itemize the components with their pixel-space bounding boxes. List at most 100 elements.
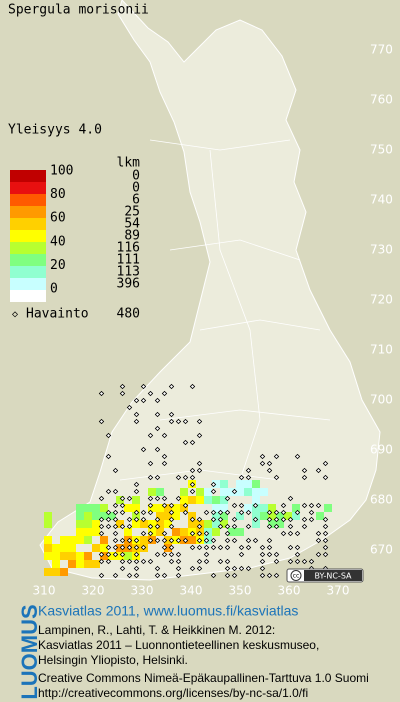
observation-dot xyxy=(147,502,154,509)
observation-dot xyxy=(133,572,140,579)
observation-dot xyxy=(224,495,231,502)
observation-dot xyxy=(147,474,154,481)
observation-dot xyxy=(252,502,259,509)
x-grid-label: 340 xyxy=(180,584,203,598)
observation-dot xyxy=(196,523,203,530)
x-grid-label: 320 xyxy=(82,584,105,598)
observation-dot xyxy=(238,551,245,558)
observation-dot xyxy=(196,558,203,565)
occurrence-cell xyxy=(44,512,52,520)
observation-dot xyxy=(259,558,266,565)
observation-dot xyxy=(154,425,161,432)
occurrence-cell xyxy=(220,504,228,512)
observation-dot xyxy=(203,544,210,551)
legend-swatch xyxy=(10,266,46,278)
legend-swatch xyxy=(10,242,46,254)
observation-dot xyxy=(266,572,273,579)
observation-dot xyxy=(168,418,175,425)
observation-dot xyxy=(189,439,196,446)
occurrence-cell xyxy=(212,480,220,488)
occurrence-cell xyxy=(252,488,260,496)
occurrence-cell xyxy=(92,528,100,536)
occurrence-cell xyxy=(236,488,244,496)
observation-dot xyxy=(266,544,273,551)
observation-dot xyxy=(273,474,280,481)
occurrence-cell xyxy=(52,552,60,560)
observation-dot xyxy=(133,516,140,523)
observation-dot xyxy=(224,544,231,551)
observation-dot xyxy=(210,481,217,488)
observation-dot xyxy=(273,558,280,565)
observation-dot xyxy=(301,474,308,481)
occurrence-cell xyxy=(84,536,92,544)
y-grid-label: 770 xyxy=(370,43,393,57)
legend-swatch xyxy=(10,218,46,230)
occurrence-cell xyxy=(276,520,284,528)
observation-dot xyxy=(196,460,203,467)
occurrence-cell xyxy=(124,504,132,512)
y-grid-label: 670 xyxy=(370,543,393,557)
observation-dot xyxy=(105,488,112,495)
scale-label: 20 xyxy=(50,258,66,273)
observation-dot xyxy=(245,474,252,481)
occurrence-cell xyxy=(164,536,172,544)
observation-dot xyxy=(280,502,287,509)
observation-dot xyxy=(175,537,182,544)
citation-line: Helsingin Yliopisto, Helsinki. xyxy=(38,653,188,667)
occurrence-cell xyxy=(220,520,228,528)
observation-dot xyxy=(112,537,119,544)
observation-dot xyxy=(196,467,203,474)
occurrence-cell xyxy=(100,504,108,512)
y-grid-label: 680 xyxy=(370,493,393,507)
observation-dot xyxy=(273,516,280,523)
observation-dot xyxy=(140,397,147,404)
occurrence-cell xyxy=(140,520,148,528)
occurrence-cell xyxy=(148,520,156,528)
occurrence-cell xyxy=(188,496,196,504)
count-value: 0 xyxy=(132,181,140,196)
occurrence-cell xyxy=(68,560,76,568)
observation-dot xyxy=(238,565,245,572)
occurrence-cell xyxy=(52,544,60,552)
observation-dot xyxy=(210,572,217,579)
observation-dot xyxy=(140,558,147,565)
observation-dot xyxy=(98,523,105,530)
observation-dot xyxy=(161,530,168,537)
occurrence-cell xyxy=(68,536,76,544)
x-grid-label: 360 xyxy=(278,584,301,598)
logo: LUOMUS xyxy=(17,604,42,699)
observation-dot xyxy=(119,390,126,397)
x-grid-label: 310 xyxy=(33,584,56,598)
occurrence-cell xyxy=(100,536,108,544)
x-grid-label: 350 xyxy=(229,584,252,598)
observation-dot xyxy=(189,530,196,537)
observation-dot xyxy=(105,544,112,551)
observation-dot xyxy=(168,523,175,530)
occurrence-cell xyxy=(260,512,268,520)
observation-dot xyxy=(238,509,245,516)
observation-dot xyxy=(161,460,168,467)
observation-dot xyxy=(224,565,231,572)
occurrence-cell xyxy=(76,512,84,520)
observation-dot xyxy=(168,383,175,390)
observation-dot xyxy=(105,453,112,460)
observation-dot xyxy=(294,509,301,516)
occurrence-cell xyxy=(212,512,220,520)
cc-icon-text: cc xyxy=(293,573,300,580)
observation-dot xyxy=(175,418,182,425)
observation-dot xyxy=(119,495,126,502)
observation-dot xyxy=(322,537,329,544)
observation-dot xyxy=(133,418,140,425)
observation-dot xyxy=(161,432,168,439)
occurrence-cell xyxy=(180,488,188,496)
observation-dot xyxy=(196,537,203,544)
occurrence-cell xyxy=(60,544,68,552)
observation-dot xyxy=(112,516,119,523)
observation-dot xyxy=(280,516,287,523)
occurrence-cell xyxy=(92,512,100,520)
observation-dot xyxy=(308,516,315,523)
observation-dot xyxy=(126,516,133,523)
observation-dot xyxy=(231,572,238,579)
observation-dot xyxy=(175,474,182,481)
